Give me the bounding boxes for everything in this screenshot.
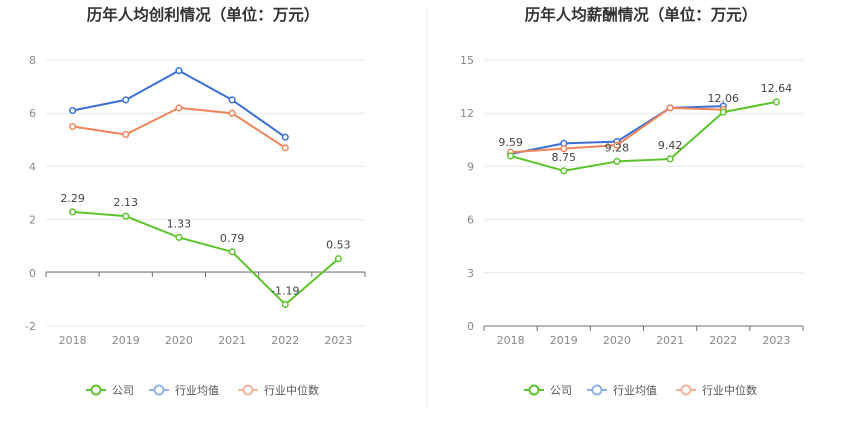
legend-label: 行业均值 xyxy=(175,384,219,397)
data-point xyxy=(69,106,77,115)
chart-title: 历年人均创利情况（单位：万元） xyxy=(87,5,320,24)
legend-item-company[interactable]: 公司 xyxy=(86,384,134,397)
legend-item-industry-avg[interactable]: 行业均值 xyxy=(587,384,657,397)
data-label: 9.28 xyxy=(605,141,630,154)
data-label: 1.33 xyxy=(167,217,192,230)
y-tick-label: 15 xyxy=(460,54,474,67)
x-tick-label: 2021 xyxy=(656,334,684,347)
legend-label: 公司 xyxy=(112,384,134,397)
data-point xyxy=(560,145,568,153)
data-point xyxy=(719,108,727,116)
data-label: 2.29 xyxy=(60,192,85,205)
data-label: -1.19 xyxy=(271,284,299,297)
legend-item-industry-avg[interactable]: 行业均值 xyxy=(149,384,219,397)
legend-swatch-marker xyxy=(90,384,102,396)
data-point xyxy=(281,300,289,309)
x-tick-label: 2020 xyxy=(603,334,631,347)
data-point xyxy=(122,96,130,104)
y-tick-label: 0 xyxy=(467,320,474,333)
chart-title: 历年人均薪酬情况（单位：万元） xyxy=(525,5,758,24)
legend-item-company[interactable]: 公司 xyxy=(524,384,572,397)
salary-per-capita-chart: 历年人均薪酬情况（单位：万元） 0 3 6 9 12 15 2018 2019 2020 2021… xyxy=(460,5,804,347)
data-point xyxy=(228,248,236,256)
y-tick-label: 4 xyxy=(29,160,36,173)
legend-item-industry-median[interactable]: 行业中位数 xyxy=(676,383,757,397)
legend-swatch-marker xyxy=(591,384,603,396)
y-tick-label: 6 xyxy=(29,107,36,120)
x-tick-label: 2022 xyxy=(271,334,299,347)
data-point xyxy=(666,104,674,112)
y-tick-label: -2 xyxy=(25,320,36,333)
x-tick-label: 2020 xyxy=(165,334,193,347)
profit-per-capita-chart: 历年人均创利情况（单位：万元） -2 0 2 4 6 8 2018 2019 2020 2021 2… xyxy=(25,5,366,347)
data-point xyxy=(334,255,342,263)
x-tick-label: 2019 xyxy=(112,334,140,347)
series-line-company xyxy=(510,100,777,172)
legend-item-industry-median[interactable]: 行业中位数 xyxy=(238,383,319,397)
data-point xyxy=(666,155,674,163)
legend-swatch-marker xyxy=(680,384,692,396)
chart-legend: 公司 行业均值 行业中位数 xyxy=(524,383,757,397)
data-point xyxy=(122,212,130,220)
y-tick-label: 6 xyxy=(467,214,474,227)
data-point xyxy=(772,98,780,106)
data-point xyxy=(69,122,77,131)
legend-label: 公司 xyxy=(550,384,572,397)
legend-swatch-marker xyxy=(153,384,165,396)
data-label: 12.06 xyxy=(708,92,740,105)
data-label: 9.42 xyxy=(658,139,683,152)
data-point xyxy=(228,96,236,104)
x-tick-label: 2023 xyxy=(762,334,790,347)
legend-label: 行业中位数 xyxy=(264,383,319,397)
y-tick-label: 8 xyxy=(29,54,36,67)
x-tick-label: 2022 xyxy=(709,334,737,347)
data-label: 12.64 xyxy=(761,82,793,95)
data-label: 9.59 xyxy=(498,136,523,149)
data-point xyxy=(507,152,515,160)
x-tick-label: 2021 xyxy=(218,334,246,347)
data-point xyxy=(613,141,621,149)
data-point xyxy=(560,167,568,175)
data-point xyxy=(281,133,289,141)
data-point xyxy=(613,157,621,165)
y-tick-label: 3 xyxy=(467,267,474,280)
data-label: 0.79 xyxy=(220,232,245,245)
data-label: 0.53 xyxy=(326,239,351,252)
data-point xyxy=(69,208,77,216)
data-point xyxy=(228,109,236,117)
data-point xyxy=(122,130,130,139)
x-tick-label: 2018 xyxy=(497,334,525,347)
x-tick-label: 2018 xyxy=(59,334,87,347)
legend-label: 行业中位数 xyxy=(702,383,757,397)
data-point xyxy=(175,233,183,241)
legend-swatch-marker xyxy=(242,384,254,396)
y-tick-label: 0 xyxy=(29,267,36,280)
data-point xyxy=(175,67,183,75)
y-tick-label: 2 xyxy=(29,214,36,227)
data-label: 8.75 xyxy=(552,151,577,164)
data-label: 2.13 xyxy=(114,196,139,209)
x-tick-label: 2023 xyxy=(324,334,352,347)
data-point xyxy=(175,104,183,112)
y-tick-label: 9 xyxy=(467,160,474,173)
data-point xyxy=(281,144,289,152)
y-tick-label: 12 xyxy=(460,107,474,120)
series-line-company xyxy=(72,210,340,306)
chart-legend: 公司 行业均值 行业中位数 xyxy=(86,383,319,397)
legend-swatch-marker xyxy=(528,384,540,396)
x-tick-label: 2019 xyxy=(550,334,578,347)
legend-label: 行业均值 xyxy=(613,384,657,397)
